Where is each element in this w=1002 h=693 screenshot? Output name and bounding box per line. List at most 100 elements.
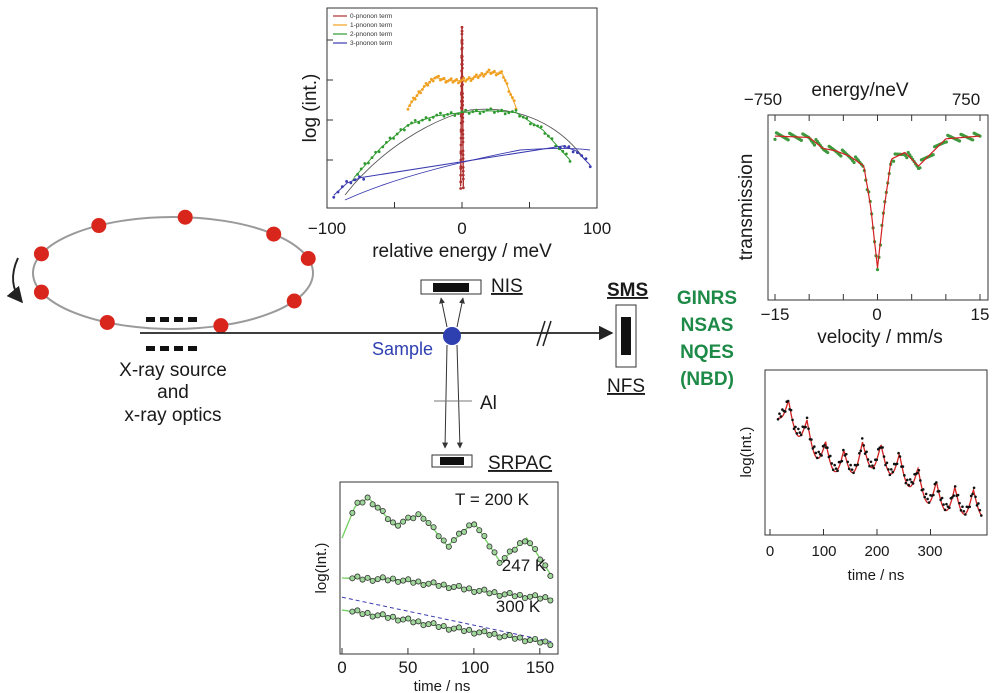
sample-label: Sample — [372, 339, 433, 359]
srpac-data-point — [364, 494, 371, 501]
srpac-data-point — [532, 592, 539, 599]
srpac-data-point — [374, 504, 381, 511]
nfs-data-point — [865, 450, 868, 454]
srpac-data-point — [501, 633, 508, 640]
sms-data-point — [839, 154, 843, 158]
sms-data-point — [799, 138, 803, 142]
nfs-data-point — [799, 433, 803, 437]
sms-chart-frame — [767, 114, 989, 301]
nis-data-point — [449, 111, 453, 114]
srpac-data-point — [547, 642, 554, 649]
nfs-data-point — [829, 454, 832, 458]
srpac-data-point — [405, 514, 412, 521]
nis-data-point — [461, 186, 465, 190]
nis-data-point — [453, 114, 457, 117]
srpac-data-point — [349, 509, 356, 516]
nis-series-line — [459, 27, 465, 187]
nfs-data-point — [791, 418, 794, 422]
srpac-data-point — [471, 630, 478, 637]
srpac-data-point — [435, 582, 442, 589]
srpac-data-point — [547, 597, 554, 604]
srpac-data-point — [430, 524, 437, 531]
srpac-data-point — [511, 546, 518, 553]
nis-data-point — [439, 111, 442, 115]
nfs-data-point — [875, 458, 879, 462]
nfs-data-point — [847, 467, 851, 471]
legend-entry-2: 2-pnonon term — [350, 31, 392, 38]
srpac-data-point — [537, 639, 544, 646]
sms-data-point — [875, 268, 880, 272]
nfs-chart-xlabel: time / ns — [848, 567, 905, 584]
nfs-data-point — [813, 445, 816, 448]
nfs-data-point — [905, 478, 909, 482]
sample-icon — [443, 327, 461, 345]
nis-data-point — [475, 73, 478, 77]
nfs-data-point — [856, 463, 860, 466]
nfs-data-point — [778, 412, 781, 415]
srpac-data-point — [455, 582, 462, 589]
srpac-data-point — [374, 576, 381, 583]
nis-data-point — [500, 70, 503, 73]
srpac-data-point — [369, 613, 376, 620]
nfs-data-point — [891, 470, 895, 474]
srpac-xtick-3: 150 — [526, 658, 554, 677]
srpac-data-point — [395, 617, 402, 624]
nfs-data-point — [862, 444, 866, 447]
nis-data-point — [529, 122, 532, 126]
al-label: Al — [480, 393, 497, 414]
srpac-data-point — [354, 573, 361, 580]
nfs-data-point — [927, 501, 931, 504]
sms-toptick-1: 750 — [952, 90, 980, 109]
nfs-data-point — [924, 492, 928, 496]
srpac-data-point — [425, 580, 432, 587]
nis-data-point — [406, 107, 410, 111]
nis-data-point — [459, 187, 463, 190]
nfs-data-point — [962, 510, 966, 513]
srpac-data-point — [516, 591, 523, 598]
nis-data-point — [431, 79, 435, 83]
nfs-chart-frame — [764, 369, 988, 536]
srpac-data-point — [506, 632, 513, 639]
nfs-data-point — [815, 456, 819, 460]
orbit-bunch-dot — [213, 318, 229, 334]
nfs-label: NFS — [607, 376, 645, 397]
srpac-data-point — [481, 586, 488, 593]
nfs-data-point — [789, 408, 793, 412]
nis-data-point — [345, 179, 348, 183]
srpac-data-point — [420, 582, 427, 589]
nfs-data-point — [817, 450, 820, 454]
technique-nsas: NSAS — [681, 315, 734, 336]
srpac-data-point — [349, 575, 356, 582]
nfs-fit-line — [777, 399, 982, 516]
srpac-data-point — [410, 579, 417, 586]
nfs-data-point — [933, 482, 937, 486]
nis-data-point — [489, 107, 493, 111]
srpac-data-point — [476, 587, 483, 594]
srpac-xtick-0: 0 — [337, 658, 346, 677]
nfs-data-point — [942, 503, 945, 506]
srpac-data-point — [405, 615, 412, 622]
nfs-data-point — [858, 452, 861, 455]
srpac-data-point — [420, 515, 427, 522]
sms-data-point — [786, 138, 790, 142]
nfs-data-point — [923, 495, 926, 499]
nis-data-point — [460, 25, 464, 29]
nfs-xtick-0: 0 — [766, 543, 774, 560]
beam-break-mark — [536, 320, 546, 347]
nis-data-point — [462, 76, 466, 80]
nis-data-point — [388, 136, 392, 140]
nfs-data-point — [881, 446, 884, 449]
nis-data-point — [467, 112, 471, 115]
nis-data-point — [478, 112, 482, 115]
srpac-data-point — [537, 556, 544, 563]
srpac-data-point — [364, 574, 371, 581]
nfs-data-point — [859, 449, 863, 453]
nis-data-point — [469, 79, 473, 82]
nis-data-point — [571, 150, 575, 154]
srpac-reference-line — [341, 596, 554, 643]
srpac-data-point — [527, 637, 534, 644]
nfs-data-point — [786, 399, 790, 403]
srpac-data-point — [389, 519, 396, 526]
nfs-data-point — [926, 497, 929, 501]
nis-data-point — [493, 111, 496, 114]
